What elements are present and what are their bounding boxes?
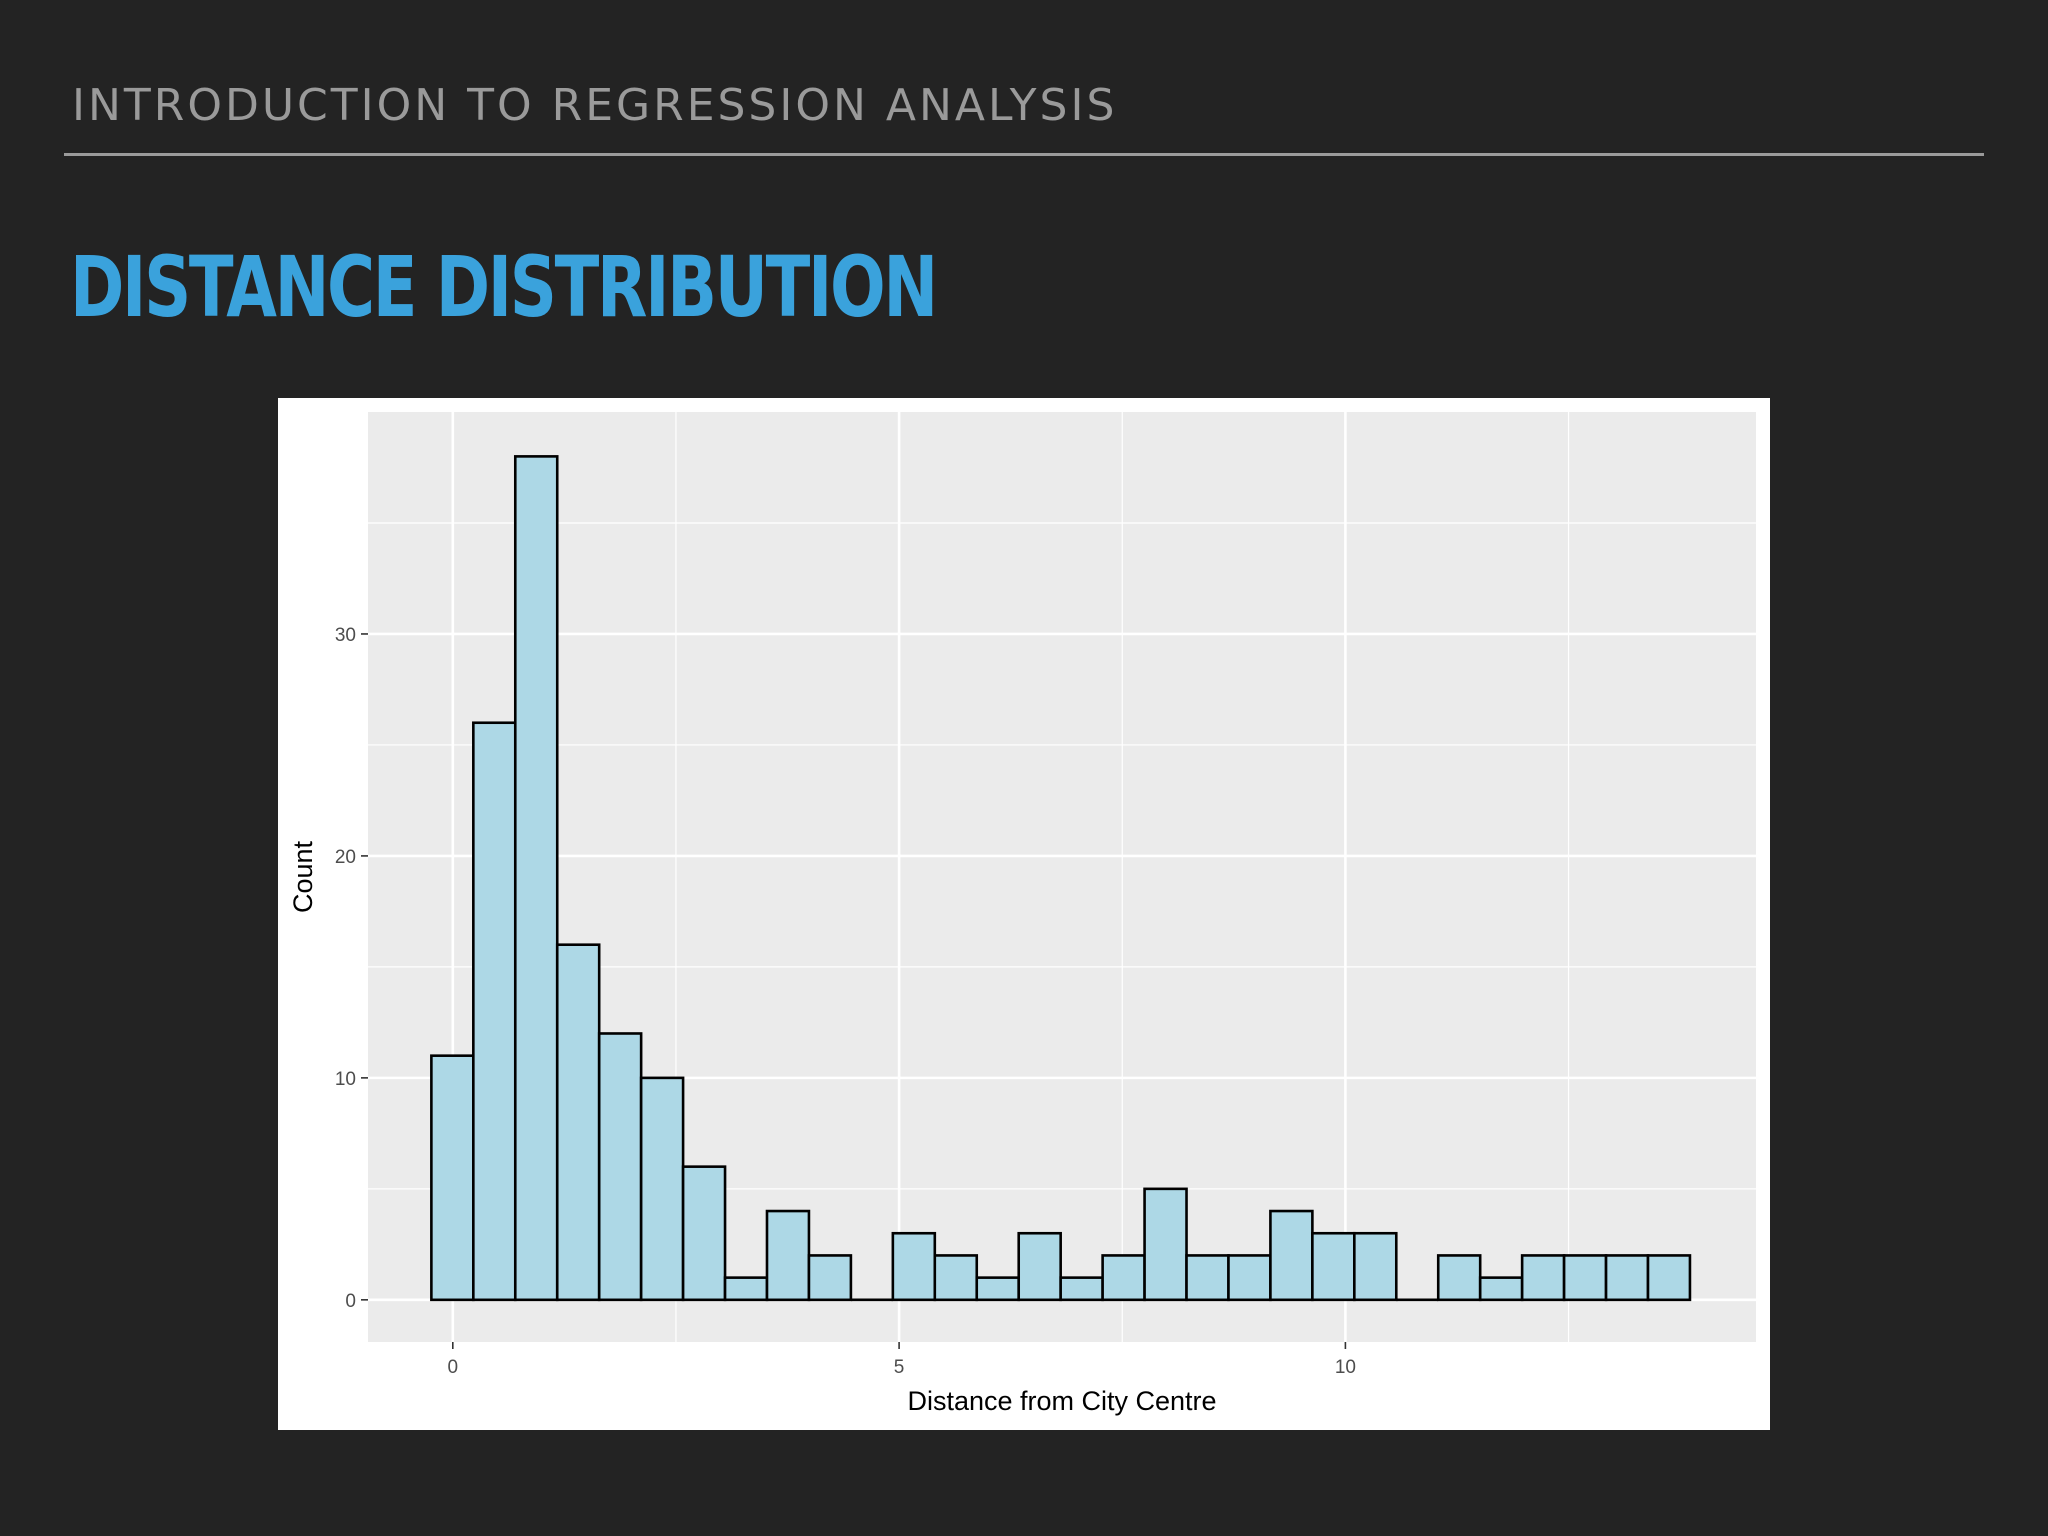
histogram-chart: 0 10 20 30 0 5 10 Count Distance from City Ce… bbox=[288, 412, 1756, 1416]
histogram-bar bbox=[639, 1076, 685, 1302]
chart-frame: 0 10 20 30 0 5 10 Count Distance from City Ce… bbox=[278, 398, 1770, 1430]
slide-title: DISTANCE DISTRIBUTION bbox=[70, 238, 938, 336]
histogram-bar bbox=[975, 1276, 1021, 1302]
histogram-bar bbox=[807, 1254, 853, 1302]
histogram-bar bbox=[1520, 1254, 1566, 1302]
histogram-bar bbox=[472, 721, 517, 1302]
y-tick-label: 20 bbox=[335, 847, 356, 868]
histogram-bar bbox=[1059, 1276, 1104, 1302]
y-tick-label: 0 bbox=[345, 1291, 356, 1312]
y-tick-label: 30 bbox=[335, 625, 356, 646]
histogram-bar bbox=[597, 1032, 643, 1302]
histogram-bar bbox=[1101, 1254, 1146, 1302]
histogram-bar bbox=[933, 1254, 979, 1302]
x-axis-title: Distance from City Centre bbox=[907, 1386, 1216, 1416]
histogram-bar bbox=[765, 1209, 811, 1302]
histogram-bar bbox=[891, 1231, 937, 1302]
histogram-bar bbox=[1353, 1231, 1398, 1302]
y-axis-title: Count bbox=[288, 840, 318, 913]
x-axis: 0 5 10 bbox=[448, 1342, 1356, 1378]
histogram-bar bbox=[1562, 1254, 1608, 1302]
histogram-bar bbox=[513, 455, 559, 1302]
histogram-bar bbox=[1017, 1231, 1062, 1302]
histogram-bar bbox=[1311, 1231, 1356, 1302]
histogram-bar bbox=[1227, 1254, 1272, 1302]
header-divider bbox=[64, 153, 1984, 156]
histogram-bar bbox=[555, 943, 601, 1302]
histogram-bar bbox=[1143, 1187, 1188, 1302]
histogram-bar bbox=[1185, 1254, 1230, 1302]
y-axis: 0 10 20 30 bbox=[335, 625, 368, 1312]
histogram-bar bbox=[1478, 1276, 1524, 1302]
x-tick-label: 10 bbox=[1335, 1357, 1356, 1378]
x-tick-label: 5 bbox=[894, 1357, 905, 1378]
histogram-bar bbox=[1604, 1254, 1650, 1302]
y-tick-label: 10 bbox=[335, 1069, 356, 1090]
histogram-bar bbox=[1646, 1254, 1692, 1302]
histogram-bar bbox=[1269, 1209, 1314, 1302]
histogram-bar bbox=[681, 1165, 727, 1302]
histogram-bars bbox=[430, 455, 1692, 1302]
section-header: INTRODUCTION TO REGRESSION ANALYSIS bbox=[72, 80, 1118, 131]
histogram-bar bbox=[430, 1054, 475, 1302]
histogram-bar bbox=[1436, 1254, 1482, 1302]
histogram-bar bbox=[723, 1276, 769, 1302]
x-tick-label: 0 bbox=[448, 1357, 459, 1378]
